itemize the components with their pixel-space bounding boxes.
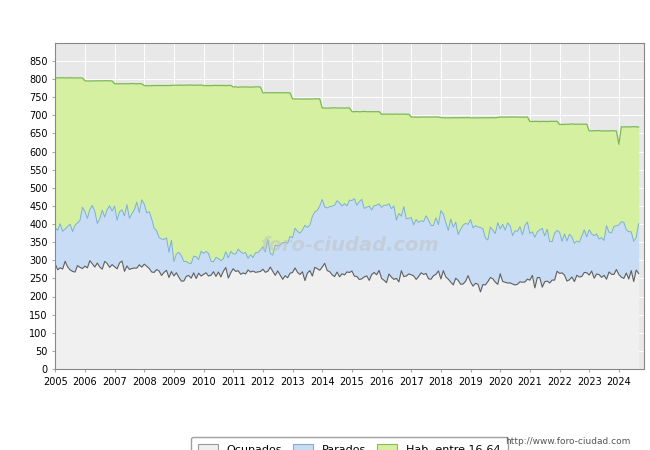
Text: http://www.foro-ciudad.com: http://www.foro-ciudad.com bbox=[505, 436, 630, 446]
Text: foro-ciudad.com: foro-ciudad.com bbox=[260, 235, 439, 255]
Text: Feria - Evolucion de la poblacion en edad de Trabajar Septiembre de 2024: Feria - Evolucion de la poblacion en eda… bbox=[54, 11, 596, 26]
Legend: Ocupados, Parados, Hab. entre 16-64: Ocupados, Parados, Hab. entre 16-64 bbox=[191, 437, 508, 450]
